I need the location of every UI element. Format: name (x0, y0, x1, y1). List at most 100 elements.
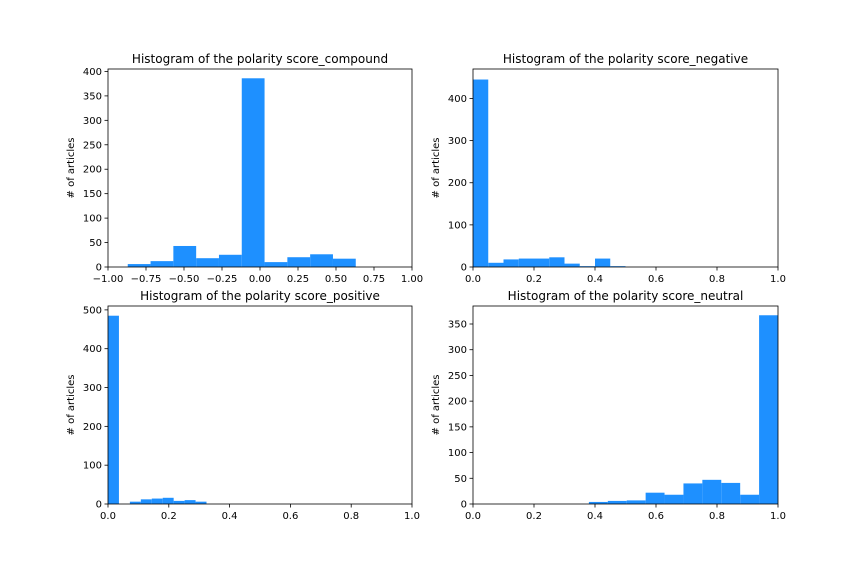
axes-frame (472, 305, 779, 505)
histogram-bar (503, 259, 519, 267)
y-tick-label: 250 (83, 140, 102, 151)
chart-title: Histogram of the polarity score_negative (503, 52, 748, 66)
y-axis-label: # of articles (431, 138, 442, 199)
y-tick-label: 250 (448, 371, 467, 382)
histogram-bar (518, 258, 534, 267)
x-tick-label: 0.6 (648, 274, 664, 285)
y-tick-label: 100 (83, 461, 102, 472)
x-tick-label: 0.6 (282, 511, 298, 522)
histogram-bar (488, 262, 504, 267)
histogram-bar (332, 258, 356, 267)
histogram-bar (645, 492, 665, 504)
histogram-bar (184, 500, 196, 504)
x-tick-label: 0.2 (526, 511, 542, 522)
histogram-neutral: Histogram of the polarity score_neutral … (431, 289, 786, 522)
histogram-bar (287, 257, 311, 267)
histogram-bar (264, 262, 288, 267)
histogram-bar (173, 500, 185, 504)
histogram-bar (595, 258, 611, 267)
x-tick-label: 0.2 (526, 274, 542, 285)
x-tick-label: 1.00 (401, 274, 423, 285)
axes-frame (472, 68, 779, 268)
x-tick-label: 0.8 (709, 274, 725, 285)
histogram-bar (664, 494, 684, 504)
x-tick-label: 0.4 (587, 274, 603, 285)
x-tick-label: 0.8 (343, 511, 359, 522)
x-tick-label: 0.8 (709, 511, 725, 522)
histogram-bar (196, 258, 219, 267)
x-tick-label: 0.2 (161, 511, 177, 522)
histogram-bar (610, 266, 626, 267)
chart-title: Histogram of the polarity score_compound (132, 52, 388, 66)
y-axis-label: # of articles (66, 375, 77, 436)
histogram-bar (162, 497, 174, 504)
y-tick-label: 0 (96, 263, 102, 274)
x-tick-label: 1.0 (770, 511, 786, 522)
x-tick-label: 0.0 (465, 274, 481, 285)
x-tick-label: 0.4 (222, 511, 238, 522)
y-tick-label: 500 (83, 305, 102, 316)
x-tick-label: −0.50 (169, 274, 200, 285)
chart-title: Histogram of the polarity score_neutral (508, 289, 744, 303)
histogram-bar (195, 501, 207, 504)
x-tick-label: 0.0 (465, 511, 481, 522)
x-tick-label: −0.75 (131, 274, 162, 285)
histogram-negative: Histogram of the polarity score_negative… (431, 52, 786, 285)
y-tick-label: 50 (454, 474, 467, 485)
histogram-bar (534, 258, 550, 267)
y-tick-label: 200 (83, 422, 102, 433)
histogram-bar (218, 254, 242, 267)
x-tick-label: 0.50 (325, 274, 347, 285)
y-tick-label: 350 (448, 320, 467, 331)
x-tick-label: 0.00 (249, 274, 271, 285)
histogram-bar (740, 494, 760, 504)
y-tick-label: 400 (448, 94, 467, 105)
histogram-bar (127, 264, 151, 267)
histogram-compound: Histogram of the polarity score_compound… (66, 52, 423, 285)
x-tick-label: 0.75 (363, 274, 385, 285)
histogram-bar (151, 498, 163, 504)
x-tick-label: −1.00 (93, 274, 124, 285)
y-tick-label: 0 (461, 500, 467, 511)
chart-title: Histogram of the polarity score_positive (140, 289, 380, 303)
y-tick-label: 300 (83, 116, 102, 127)
axes-frame (107, 305, 413, 505)
x-tick-label: 1.0 (404, 511, 420, 522)
y-tick-label: 0 (96, 500, 102, 511)
x-tick-label: 0.0 (100, 511, 116, 522)
y-tick-label: 150 (448, 422, 467, 433)
y-tick-label: 200 (448, 178, 467, 189)
y-tick-label: 300 (448, 345, 467, 356)
histogram-bar (607, 500, 627, 504)
histogram-bar (588, 501, 608, 504)
x-tick-label: 0.25 (287, 274, 309, 285)
y-tick-label: 400 (83, 67, 102, 78)
y-tick-label: 100 (448, 220, 467, 231)
y-tick-label: 350 (83, 91, 102, 102)
y-tick-label: 100 (83, 214, 102, 225)
histogram-bar (173, 245, 197, 267)
y-tick-label: 400 (83, 344, 102, 355)
histogram-bar (241, 78, 265, 267)
y-tick-label: 200 (83, 165, 102, 176)
y-tick-label: 0 (461, 263, 467, 274)
y-tick-label: 50 (89, 238, 102, 249)
x-tick-label: −0.25 (207, 274, 238, 285)
histogram-bar (549, 257, 565, 267)
histogram-bar (310, 254, 333, 267)
x-tick-label: 0.4 (587, 511, 603, 522)
histogram-bar (108, 315, 119, 504)
histogram-bar (759, 315, 778, 504)
x-tick-label: 0.6 (648, 511, 664, 522)
histogram-bar (626, 500, 646, 504)
y-tick-label: 300 (448, 136, 467, 147)
y-tick-label: 150 (83, 189, 102, 200)
histogram-bar (473, 79, 489, 267)
y-tick-label: 100 (448, 448, 467, 459)
histogram-bar (150, 261, 174, 267)
histogram-bar (140, 499, 152, 504)
y-tick-label: 200 (448, 397, 467, 408)
histogram-bar (564, 263, 580, 267)
histogram-bar (579, 266, 595, 267)
